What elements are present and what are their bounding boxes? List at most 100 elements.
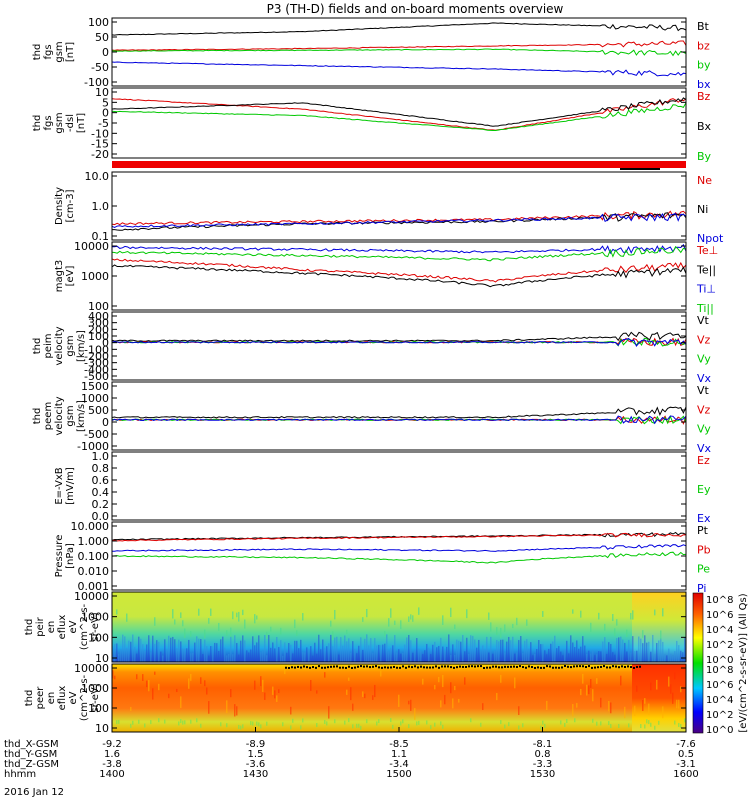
y-tick-label: 1000 xyxy=(81,611,109,624)
y-tick-label: -5 xyxy=(98,117,109,130)
y-tick-label: 1000 xyxy=(81,270,109,283)
time-axis-value: 0.8 xyxy=(535,749,551,760)
y-axis-label: eV xyxy=(68,620,79,633)
y-tick-label: 300 xyxy=(88,317,109,330)
time-axis-value: -3.6 xyxy=(246,759,266,770)
time-axis-row-label: thd_Z-GSM xyxy=(4,759,59,770)
quality-flag-mark xyxy=(620,168,660,170)
plot-title: P3 (TH-D) fields and on-board moments ov… xyxy=(267,2,564,16)
y-axis-label: [km/s] xyxy=(76,400,87,432)
y-tick-label: 10 xyxy=(95,652,109,665)
legend-Bx: Bx xyxy=(697,120,712,133)
y-tick-label: 10.0 xyxy=(85,170,110,183)
colorbar-tick-label: 10^2 xyxy=(706,710,733,721)
y-tick-label: -50 xyxy=(91,61,109,74)
legend-Te||: Te|| xyxy=(696,263,716,276)
y-axis-label: peir xyxy=(35,616,46,636)
y-tick-label: 1.0 xyxy=(92,450,110,463)
spectrogram-texture xyxy=(112,665,686,730)
series-Vx xyxy=(111,338,687,348)
legend-Ti⊥: Ti⊥ xyxy=(696,283,716,296)
y-tick-label: 10 xyxy=(95,86,109,99)
time-axis-value: -3.3 xyxy=(533,759,553,770)
y-tick-label: 0.8 xyxy=(92,462,110,475)
y-axis-label: magt3 xyxy=(54,260,65,293)
y-axis-label: thd xyxy=(24,690,35,707)
colorbar-tick-label: 10^8 xyxy=(706,595,733,606)
y-axis-label: thd xyxy=(32,115,43,132)
y-axis-label: thd xyxy=(32,408,43,425)
y-axis-label: peer xyxy=(35,686,46,710)
series-Pe xyxy=(111,551,687,564)
legend-By: By xyxy=(697,150,712,163)
time-axis: thd_X-GSMthd_Y-GSMthd_Z-GSMhhmm-9.21.6-3… xyxy=(4,727,699,780)
time-axis-value: 1.1 xyxy=(391,749,407,760)
y-tick-label: 400 xyxy=(88,310,109,323)
colorbar-tick-label: 10^6 xyxy=(706,680,733,691)
colorbar-tick-label: 10^8 xyxy=(706,665,733,676)
legend-Bt: Bt xyxy=(697,20,710,33)
y-tick-label: 500 xyxy=(88,404,109,417)
time-axis-value: -8.5 xyxy=(389,739,409,750)
y-tick-label: -500 xyxy=(84,370,109,383)
series-Vt xyxy=(111,406,687,419)
spectrogram-texture xyxy=(112,607,686,662)
y-tick-label: -300 xyxy=(84,357,109,370)
series-Npot xyxy=(111,212,687,229)
y-tick-label: 10000 xyxy=(74,590,109,603)
y-axis-label: Density xyxy=(54,187,65,225)
colorbar-tick-label: 10^4 xyxy=(706,625,733,636)
time-axis-row-label: hhmm xyxy=(4,769,36,780)
y-tick-label: 0.1 xyxy=(92,230,110,243)
time-axis-value: -3.1 xyxy=(676,759,696,770)
legend-Bz: Bz xyxy=(697,90,711,103)
y-axis-label: en xyxy=(46,621,57,634)
y-tick-label: 1.0 xyxy=(92,200,110,213)
panel-frame xyxy=(111,381,687,451)
series-Bt xyxy=(111,22,687,36)
legend-Pi: Pi xyxy=(697,582,706,595)
y-tick-label: -200 xyxy=(84,350,109,363)
y-tick-label: 0.010 xyxy=(78,565,110,578)
y-axis-label: sr-eV) xyxy=(90,683,101,712)
y-tick-label: 1500 xyxy=(81,380,109,393)
y-tick-label: 100 xyxy=(88,702,109,715)
y-tick-label: 100 xyxy=(88,330,109,343)
series-by xyxy=(111,48,687,57)
y-axis-label: (cm^2-s- xyxy=(79,603,90,650)
y-axis-label: Pressure xyxy=(54,535,65,578)
y-tick-label: 0.2 xyxy=(92,498,110,511)
time-axis-value: 1.5 xyxy=(248,749,264,760)
series-Te⊥ xyxy=(111,258,687,283)
time-axis-value: -7.6 xyxy=(676,739,696,750)
time-axis-value: 1530 xyxy=(530,769,555,780)
y-tick-label: -15 xyxy=(91,138,109,151)
series-Bz xyxy=(111,98,687,131)
legend-Vt: Vt xyxy=(697,314,710,327)
y-tick-label: -500 xyxy=(84,428,109,441)
y-tick-label: 1.000 xyxy=(78,535,110,548)
y-tick-label: -100 xyxy=(84,76,109,89)
y-axis-label: eflux xyxy=(57,686,68,711)
legend-Ez: Ez xyxy=(697,454,710,467)
y-tick-label: 50 xyxy=(95,31,109,44)
legend-Ne: Ne xyxy=(697,174,712,187)
y-axis-label: (cm^2-s- xyxy=(79,674,90,721)
y-tick-label: 0 xyxy=(102,46,109,59)
time-axis-value: 1600 xyxy=(673,769,698,780)
time-axis-value: 1430 xyxy=(243,769,268,780)
y-tick-label: -20 xyxy=(91,148,109,161)
y-tick-label: 10000 xyxy=(74,662,109,675)
y-tick-label: 0 xyxy=(102,107,109,120)
legend-Ti||: Ti|| xyxy=(696,302,714,315)
y-tick-label: 100 xyxy=(88,16,109,29)
colorbar-tick-label: 10^0 xyxy=(706,655,733,666)
legend-Pe: Pe xyxy=(697,563,710,576)
legend-Vz: Vz xyxy=(697,333,711,346)
series-Ti|| xyxy=(111,245,687,262)
y-axis-label: [mV/m] xyxy=(65,467,76,505)
y-axis-label: -dsl xyxy=(65,114,76,132)
